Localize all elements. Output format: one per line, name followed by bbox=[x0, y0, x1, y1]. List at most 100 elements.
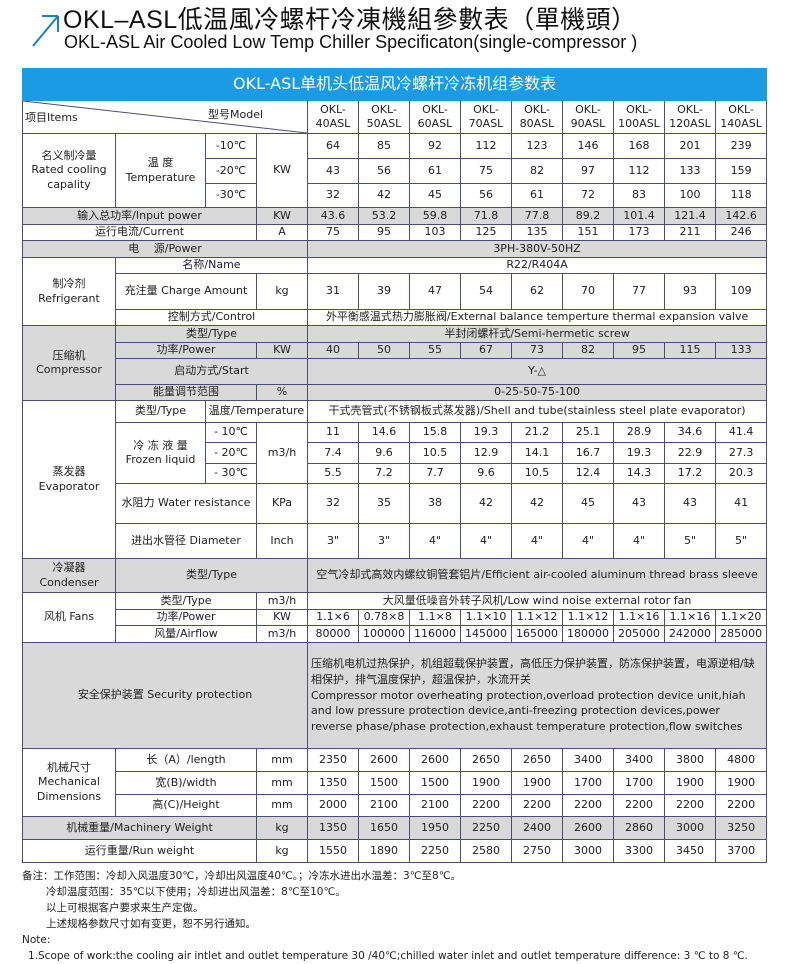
model-label: 型号Model bbox=[208, 108, 264, 121]
value-cell: 3000 bbox=[664, 816, 716, 840]
value-cell: 56 bbox=[460, 183, 512, 208]
value-cell: 4" bbox=[460, 523, 512, 559]
table-row: 运行重量/Run weight kg 1550 1890 2250 2580 2750 300… bbox=[22, 839, 768, 863]
value-cell: 165000 bbox=[511, 625, 563, 643]
value-cell: 9.6 bbox=[358, 442, 410, 464]
value-cell: 0-25-50-75-100 bbox=[306, 384, 768, 401]
model-header: OKL-90ASL bbox=[562, 100, 614, 134]
value-cell: 3400 bbox=[613, 748, 665, 772]
value-cell: 4" bbox=[511, 523, 563, 559]
value-cell: 3000 bbox=[562, 839, 614, 863]
value-cell: 42 bbox=[358, 183, 410, 208]
unit-cell: KPa bbox=[256, 483, 308, 524]
value-cell: 3450 bbox=[664, 839, 716, 863]
unit-cell: KW bbox=[256, 133, 308, 208]
value-cell: 3" bbox=[307, 523, 359, 559]
table-row: 名义制冷量 Rated cooling capality 温 度 Temperat… bbox=[22, 133, 768, 208]
value-cell: 2000 bbox=[307, 794, 359, 817]
value-cell: 133 bbox=[714, 342, 768, 359]
value-cell: 17.2 bbox=[664, 463, 716, 484]
value-cell: 2200 bbox=[511, 794, 563, 817]
table-row: 安全保护装置 Security protection 压缩机电机过热保护，机组超载… bbox=[22, 642, 768, 749]
note-cn-line: 冷却温度范围：35℃以下使用；冷却进出风温差：8℃至10℃。 bbox=[46, 886, 346, 898]
temp-cell: - 10℃ bbox=[205, 422, 257, 443]
frozen-liquid-label: 冷 冻 液 量 Frozen liquid bbox=[115, 422, 206, 484]
value-cell: 246 bbox=[714, 224, 768, 241]
items-label: 项目Items bbox=[25, 111, 78, 124]
value-cell: 71.8 bbox=[460, 207, 512, 225]
row-label: 充注量 Charge Amount bbox=[115, 273, 257, 310]
value-cell: 42 bbox=[511, 483, 563, 524]
security-text-cn: 压缩机电机过热保护，机组超载保护装置，高低压力保护装置，防冻保护装置，电源逆相/… bbox=[311, 656, 755, 686]
value-cell: 3PH-380V-50HZ bbox=[306, 240, 768, 258]
table-row: 功率/Power KW 40 50 55 67 73 82 95 115 133 bbox=[23, 342, 768, 359]
temp-label: 温 度 Temperature bbox=[115, 133, 206, 208]
value-cell: 101.4 bbox=[613, 207, 665, 225]
value-cell: 211 bbox=[664, 224, 716, 241]
value-cell: 168 bbox=[613, 133, 665, 159]
value-cell: 2400 bbox=[511, 816, 563, 840]
model-header: OKL-80ASL bbox=[511, 100, 563, 134]
value-cell: 42 bbox=[460, 483, 512, 524]
value-cell: 1700 bbox=[613, 771, 665, 795]
unit-cell: KW bbox=[256, 342, 308, 359]
row-label: 功率/Power bbox=[115, 342, 257, 359]
table-row: 冷凝器 Condenser 类型/Type 空气冷却式高效内螺纹铜管套铝片/Effi… bbox=[22, 558, 768, 593]
value-cell: 77 bbox=[613, 273, 665, 310]
value-cell: 35 bbox=[358, 483, 410, 524]
value-cell: R22/R404A bbox=[306, 257, 768, 274]
value-cell: 242000 bbox=[664, 625, 716, 643]
value-cell: 1890 bbox=[358, 839, 410, 863]
value-cell: 5" bbox=[714, 523, 768, 559]
value-cell: 85 bbox=[358, 133, 410, 159]
value-cell: 12.4 bbox=[562, 463, 614, 484]
value-cell: 103 bbox=[409, 224, 461, 241]
value-cell: 9.6 bbox=[460, 463, 512, 484]
value-cell: 7.2 bbox=[358, 463, 410, 484]
table-row: OKL-ASL单机头低温风冷螺杆冷冻机组参数表 bbox=[21, 68, 768, 101]
table-row: -20℃ 43 56 61 75 82 97 112 133 159 bbox=[23, 158, 768, 184]
value-cell: 83 bbox=[613, 183, 665, 208]
value-cell: 4" bbox=[562, 523, 614, 559]
value-cell: 109 bbox=[714, 273, 768, 310]
value-cell: 1.1×8 bbox=[409, 609, 461, 626]
table-row: 冷 冻 液 量 Frozen liquid - 10℃ m3/h 11 14.6 15.8… bbox=[23, 422, 768, 484]
value-cell: 10.5 bbox=[511, 463, 563, 484]
value-cell: 1650 bbox=[358, 816, 410, 840]
value-cell: 3" bbox=[358, 523, 410, 559]
value-cell: 1.1×16 bbox=[664, 609, 716, 626]
value-cell: 173 bbox=[613, 224, 665, 241]
value-cell: 239 bbox=[714, 133, 768, 159]
value-cell: 22.9 bbox=[664, 442, 716, 464]
value-cell: 2200 bbox=[664, 794, 716, 817]
value-cell: 1900 bbox=[664, 771, 716, 795]
value-cell: 205000 bbox=[613, 625, 665, 643]
value-cell: 2250 bbox=[460, 816, 512, 840]
temp-cell: -30℃ bbox=[205, 183, 257, 208]
value-cell: 1.1×12 bbox=[511, 609, 563, 626]
value-cell: 3250 bbox=[714, 816, 768, 840]
value-cell: 45 bbox=[409, 183, 461, 208]
unit-cell: KW bbox=[256, 609, 308, 626]
note-cn-line: 备注：工作范围：冷却入风温度30℃，冷却出风温度40℃。；冷冻水进出水温差：3℃… bbox=[22, 870, 461, 882]
unit-cell: A bbox=[256, 224, 308, 241]
security-text: 压缩机电机过热保护，机组超载保护装置，高低压力保护装置，防冻保护装置，电源逆相/… bbox=[306, 642, 768, 749]
value-cell: 61 bbox=[511, 183, 563, 208]
row-label: 长（A）/length bbox=[115, 748, 257, 772]
row-label: 输入总功率/Input power bbox=[22, 207, 257, 225]
value-cell: 62 bbox=[511, 273, 563, 310]
table-row: 水阻力 Water resistance KPa 32 35 38 42 42 45 43 43 4… bbox=[23, 483, 768, 524]
value-cell: 123 bbox=[511, 133, 563, 159]
row-label: 水阻力 Water resistance bbox=[115, 483, 257, 524]
value-cell: 70 bbox=[562, 273, 614, 310]
security-label: 安全保护装置 Security protection bbox=[22, 642, 308, 749]
value-cell: 19.3 bbox=[613, 442, 665, 464]
value-cell: 97 bbox=[562, 158, 614, 184]
model-header: OKL-70ASL bbox=[460, 100, 512, 134]
page-subtitle: OKL-ASL Air Cooled Low Temp Chiller Spec… bbox=[64, 32, 638, 52]
value-cell: 2650 bbox=[511, 748, 563, 772]
value-cell: 27.3 bbox=[714, 442, 768, 464]
value-cell: 31 bbox=[307, 273, 359, 310]
value-cell: 125 bbox=[460, 224, 512, 241]
unit-cell: kg bbox=[256, 839, 308, 863]
